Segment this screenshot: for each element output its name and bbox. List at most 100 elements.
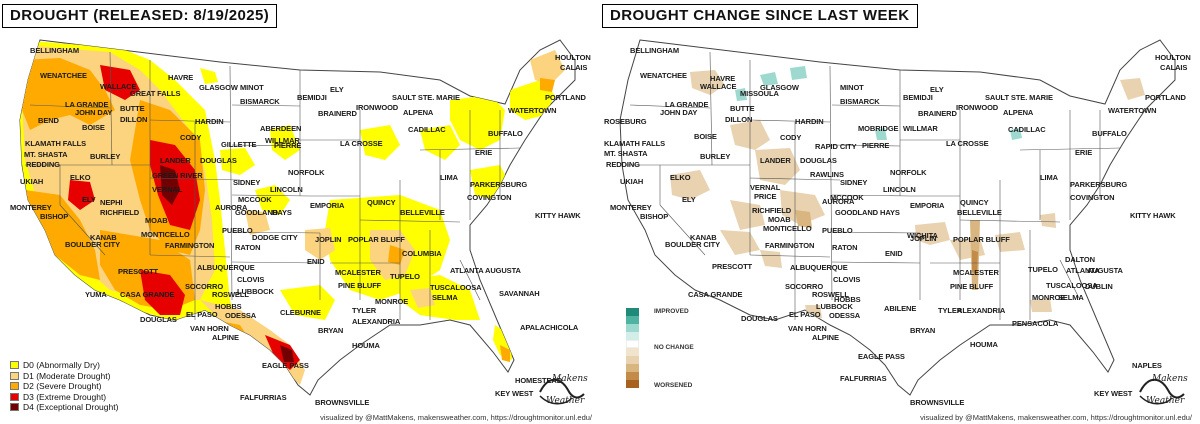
legend-swatch-worsened-2 <box>626 364 639 372</box>
city-label: FARMINGTON <box>765 241 814 250</box>
city-label: PENSACOLA <box>1012 319 1059 328</box>
city-label: MCCOOK <box>830 193 864 202</box>
city-label: BEMIDJI <box>297 93 327 102</box>
brand-bottom-text: Weather <box>546 396 585 406</box>
city-label: SELMA <box>1058 293 1084 302</box>
city-label: TUPELO <box>1028 265 1058 274</box>
city-label: WATERTOWN <box>1108 106 1156 115</box>
city-label: LIMA <box>1040 173 1059 182</box>
city-label: BRAINERD <box>318 109 357 118</box>
city-label: FALFURRIAS <box>240 393 287 402</box>
legend-swatch-improved-3 <box>626 308 639 316</box>
credit-text: visualized by @MattMakens, makensweather… <box>920 413 1192 422</box>
city-label: BISMARCK <box>240 97 280 106</box>
city-label: BRAINERD <box>918 109 957 118</box>
legend-swatch-worsened-1 <box>626 356 639 364</box>
city-label: MCCOOK <box>238 195 272 204</box>
city-label: ALBUQUERQUE <box>197 263 255 272</box>
city-label: AUGUSTA <box>485 266 522 275</box>
city-label: DUBLIN <box>1085 282 1113 291</box>
city-label: BUTTE <box>730 104 755 113</box>
drought-map-title: DROUGHT (RELEASED: 8/19/2025) <box>2 4 278 28</box>
city-label: PINE BLUFF <box>338 281 382 290</box>
city-label: APALACHICOLA <box>520 323 579 332</box>
city-label: CLOVIS <box>237 275 264 284</box>
city-label: EL PASO <box>186 310 218 319</box>
city-label: FARMINGTON <box>165 241 214 250</box>
city-label: COLUMBIA <box>402 249 442 258</box>
city-label: ROSEBURG <box>604 117 647 126</box>
city-label: LA CROSSE <box>946 139 989 148</box>
city-label: ALPENA <box>403 108 434 117</box>
city-label: VAN HORN <box>788 324 827 333</box>
drought-change-legend: IMPROVED NO CHANGE WORSENED <box>626 308 694 389</box>
city-label: BROWNSVILLE <box>910 398 964 407</box>
city-label: BEND <box>38 116 60 125</box>
legend-swatch-d0 <box>10 361 19 370</box>
drought-map-panel: BELLINGHAM WENATCHEE WALLACE GREAT FALLS HAV… <box>2 4 592 422</box>
city-label: PARKERSBURG <box>470 180 527 189</box>
city-label: REDDING <box>606 160 640 169</box>
legend-label-no-change: NO CHANGE <box>654 344 694 351</box>
legend-label-worsened: WORSENED <box>654 382 693 389</box>
city-label: PRESCOTT <box>118 267 159 276</box>
city-label: QUINCY <box>960 198 989 207</box>
city-label: CASA GRANDE <box>120 290 175 299</box>
city-label: CASA GRANDE <box>688 290 743 299</box>
city-label: BOISE <box>694 132 717 141</box>
city-label: HOMESTEAD <box>515 376 563 385</box>
city-label: DOUGLAS <box>140 315 177 324</box>
city-label: PARKERSBURG <box>1070 180 1127 189</box>
city-label: HOULTON <box>1155 53 1191 62</box>
city-label: ROSWELL <box>212 290 249 299</box>
city-label: UKIAH <box>620 177 643 186</box>
city-label: SELMA <box>432 293 458 302</box>
city-label: PIERRE <box>862 141 889 150</box>
city-label: NORFOLK <box>288 168 325 177</box>
city-label: GOODLAND <box>835 208 879 217</box>
city-label: BUTTE <box>120 104 145 113</box>
city-label: LUBBOCK <box>237 287 274 296</box>
city-label: POPLAR BLUFF <box>953 235 1010 244</box>
city-label: BELLEVILLE <box>400 208 445 217</box>
city-label: GLASGOW <box>199 83 239 92</box>
city-label: NAPLES <box>1132 361 1162 370</box>
city-label: BEMIDJI <box>903 93 933 102</box>
city-label: KANAB <box>90 233 117 242</box>
city-label: MONTICELLO <box>763 224 812 233</box>
legend-item-d4: D4 (Exceptional Drought) <box>10 402 118 413</box>
city-label: CODY <box>780 133 801 142</box>
drought-change-map <box>619 39 1176 396</box>
city-label: SAULT STE. MARIE <box>985 93 1053 102</box>
drought-change-map-panel: BELLINGHAM WENATCHEE HAVRE GLASGOW MINOT BISM… <box>600 0 1200 424</box>
city-label: COVINGTON <box>467 193 511 202</box>
drought-legend: D0 (Abnormally Dry) D1 (Moderate Drought… <box>10 360 118 413</box>
city-label: LA GRANDE <box>65 100 109 109</box>
city-label: SOCORRO <box>785 282 823 291</box>
city-label: MINOT <box>840 83 864 92</box>
city-label: CADILLAC <box>408 125 446 134</box>
city-label: ATLANTA <box>1066 266 1100 275</box>
city-label: ATLANTA <box>450 266 484 275</box>
city-label: TUPELO <box>390 272 420 281</box>
city-label: GLASGOW <box>760 83 800 92</box>
city-label: RATON <box>832 243 857 252</box>
city-label: BELLEVILLE <box>957 208 1002 217</box>
city-label: HAVRE <box>710 74 735 83</box>
makens-weather-logo: Makens Weather <box>538 372 588 410</box>
legend-swatch-d3 <box>10 392 19 401</box>
city-label: ALBUQUERQUE <box>790 263 848 272</box>
city-label: MISSOULA <box>740 89 779 98</box>
city-label: KEY WEST <box>1094 389 1133 398</box>
city-label: RAWLINS <box>810 170 844 179</box>
city-label: RICHFIELD <box>100 208 140 217</box>
city-label: MCALESTER <box>953 268 999 277</box>
city-label: PINE BLUFF <box>950 282 994 291</box>
city-label: ODESSA <box>225 311 257 320</box>
drought-map <box>19 39 576 396</box>
city-label: SOCORRO <box>185 282 223 291</box>
city-label: HOUMA <box>352 341 381 350</box>
city-label: SAVANNAH <box>499 289 540 298</box>
city-label: SIDNEY <box>840 178 867 187</box>
city-label: ERIE <box>475 148 492 157</box>
